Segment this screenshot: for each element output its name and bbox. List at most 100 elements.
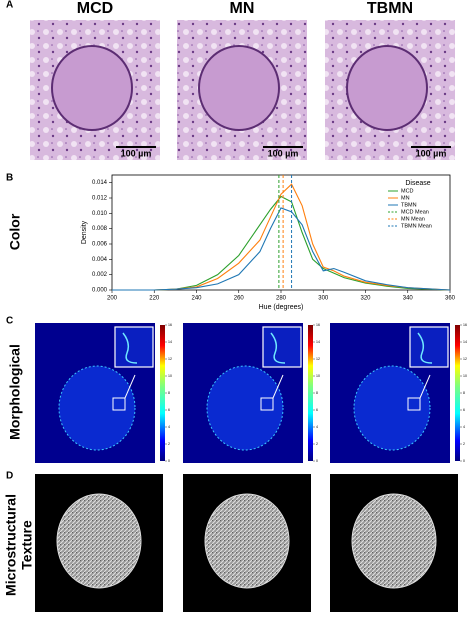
- colorbar-tick-label: 8: [316, 391, 318, 395]
- inset-structure: [417, 332, 433, 364]
- colorbar-tick-label: 6: [168, 408, 170, 412]
- colorbar-tick-label: 6: [463, 408, 465, 412]
- density-line: [112, 195, 451, 291]
- scale-bar-label: 100 µm: [416, 148, 447, 158]
- colorbar-tick-label: 0: [168, 459, 170, 463]
- glomerulus: [198, 45, 280, 131]
- roi-inset: [262, 326, 302, 368]
- x-tick-label: 340: [403, 296, 414, 302]
- y-tick-label: 0.008: [92, 226, 108, 232]
- roi-connector: [124, 374, 136, 399]
- y-tick-label: 0.004: [92, 257, 108, 263]
- y-tick-label: 0.010: [92, 211, 108, 217]
- roi-connector: [272, 374, 284, 399]
- morph-glomerulus: [206, 365, 284, 451]
- x-tick-label: 260: [234, 296, 245, 302]
- colorbar: [455, 325, 460, 461]
- colorbar-tick-label: 8: [463, 391, 465, 395]
- colorbar-tick-label: 10: [316, 374, 320, 378]
- y-tick-label: 0.002: [92, 272, 108, 278]
- static-layer: A B C D Color Morphological Microstructu…: [3, 0, 35, 596]
- legend-label: MN: [401, 195, 410, 201]
- morph-glomerulus: [58, 365, 136, 451]
- y-axis-label: Density: [81, 220, 88, 244]
- scale-bar: [411, 146, 451, 148]
- y-tick-label: 0.012: [92, 196, 108, 202]
- column-title: MCD: [77, 0, 113, 17]
- density-line: [112, 207, 451, 291]
- colorbar-tick-label: 0: [463, 459, 465, 463]
- colorbar-tick-label: 4: [463, 425, 465, 429]
- colorbar: [308, 325, 313, 461]
- roi-inset: [409, 326, 449, 368]
- roi-box: [260, 397, 274, 411]
- colorbar-tick-label: 10: [168, 374, 172, 378]
- colorbar-tick-label: 16: [168, 323, 172, 327]
- colorbar-tick-label: 12: [168, 357, 172, 361]
- legend-label: MCD Mean: [401, 209, 429, 215]
- y-tick-label: 0.006: [92, 242, 108, 248]
- colorbar-tick-label: 16: [316, 323, 320, 327]
- x-tick-label: 320: [360, 296, 371, 302]
- colorbar-tick-label: 2: [168, 442, 170, 446]
- column-title: TBMN: [367, 0, 413, 17]
- colorbar: [160, 325, 165, 461]
- x-tick-label: 300: [318, 296, 329, 302]
- panel-letter: C: [6, 316, 13, 327]
- row-label: Morphological: [7, 344, 23, 440]
- morph-glomerulus: [353, 365, 431, 451]
- glomerulus: [51, 45, 133, 131]
- panel-letter: A: [6, 0, 13, 11]
- x-tick-label: 240: [191, 296, 202, 302]
- colorbar-tick-label: 12: [316, 357, 320, 361]
- x-axis-label: Hue (degrees): [259, 304, 304, 311]
- legend-label: TBMN: [401, 202, 417, 208]
- inset-structure: [122, 332, 138, 364]
- x-tick-label: 220: [149, 296, 160, 302]
- colorbar-tick-label: 16: [463, 323, 467, 327]
- density-line: [112, 183, 451, 291]
- column-title: MN: [230, 0, 255, 17]
- colorbar-tick-label: 10: [463, 374, 467, 378]
- scale-bar: [263, 146, 303, 148]
- colorbar-tick-label: 2: [463, 442, 465, 446]
- inset-structure: [270, 332, 286, 364]
- x-tick-label: 360: [445, 296, 456, 302]
- plot-frame: [111, 174, 451, 291]
- colorbar-tick-label: 14: [316, 340, 320, 344]
- legend-label: MCD: [401, 188, 414, 194]
- texture-glomerulus: [56, 493, 142, 589]
- panel-letter: D: [6, 471, 13, 482]
- scale-bar-label: 100 µm: [121, 148, 152, 158]
- legend-label: TBMN Mean: [401, 223, 432, 229]
- legend-label: MN Mean: [401, 216, 425, 222]
- y-tick-label: 0.014: [92, 180, 108, 186]
- y-tick-label: 0.000: [92, 288, 108, 294]
- glomerulus: [346, 45, 428, 131]
- roi-box: [407, 397, 421, 411]
- roi-connector: [419, 374, 431, 399]
- row-label: Color: [7, 213, 23, 250]
- colorbar-tick-label: 4: [168, 425, 170, 429]
- texture-glomerulus: [351, 493, 437, 589]
- colorbar-tick-label: 14: [463, 340, 467, 344]
- colorbar-tick-label: 6: [316, 408, 318, 412]
- colorbar-tick-label: 4: [316, 425, 318, 429]
- texture-glomerulus: [204, 493, 290, 589]
- colorbar-tick-label: 0: [316, 459, 318, 463]
- roi-inset: [114, 326, 154, 368]
- colorbar-tick-label: 12: [463, 357, 467, 361]
- roi-box: [112, 397, 126, 411]
- panel-letter: B: [6, 173, 13, 184]
- colorbar-tick-label: 14: [168, 340, 172, 344]
- row-label: Texture: [19, 520, 35, 570]
- x-tick-label: 200: [107, 296, 118, 302]
- row-label: Microstructural: [3, 494, 19, 596]
- colorbar-tick-label: 8: [168, 391, 170, 395]
- scale-bar-label: 100 µm: [268, 148, 299, 158]
- scale-bar: [116, 146, 156, 148]
- colorbar-tick-label: 2: [316, 442, 318, 446]
- x-tick-label: 280: [276, 296, 287, 302]
- legend-title: Disease: [405, 180, 430, 187]
